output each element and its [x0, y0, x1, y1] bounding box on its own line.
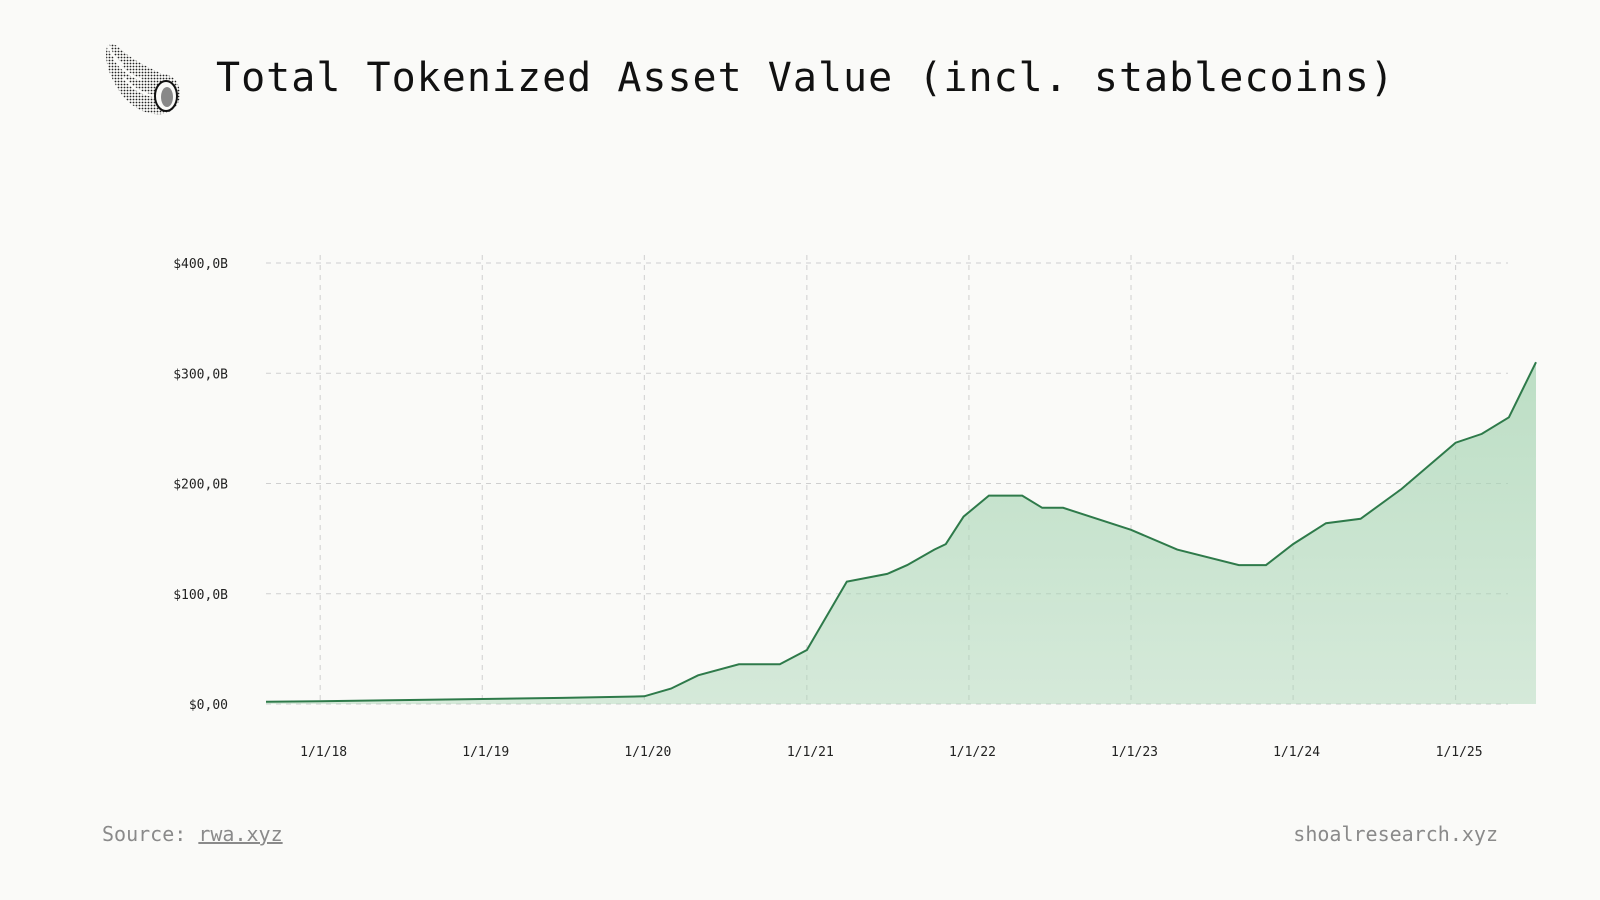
y-axis-labels: $400,0B $300,0B $200,0B $100,0B $0,00: [173, 257, 228, 713]
series-area: [266, 362, 1536, 704]
x-tick-label: 1/1/19: [462, 745, 509, 760]
x-tick-label: 1/1/21: [787, 745, 834, 760]
source-prefix: Source:: [102, 822, 187, 846]
source-note: Source: rwa.xyz: [102, 822, 283, 846]
x-tick-label: 1/1/20: [624, 745, 671, 760]
x-tick-label: 1/1/25: [1436, 745, 1483, 760]
x-axis-labels: 1/1/18 1/1/19 1/1/20 1/1/21 1/1/22 1/1/23 1/1/…: [300, 745, 1482, 760]
series-line: [265, 361, 1537, 703]
source-link[interactable]: rwa.xyz: [198, 822, 283, 846]
y-tick-label: $400,0B: [173, 257, 228, 272]
x-tick-label: 1/1/24: [1273, 745, 1320, 760]
seashell-icon: [106, 43, 180, 115]
header: Total Tokenized Asset Value (incl. stabl…: [102, 38, 1395, 118]
site-credit: shoalresearch.xyz: [1293, 822, 1498, 846]
x-tick-label: 1/1/23: [1111, 745, 1158, 760]
y-tick-label: $100,0B: [173, 588, 228, 603]
x-tick-label: 1/1/18: [300, 745, 347, 760]
y-tick-label: $0,00: [189, 698, 228, 713]
chart-title: Total Tokenized Asset Value (incl. stabl…: [216, 55, 1395, 101]
x-tick-label: 1/1/22: [949, 745, 996, 760]
y-tick-label: $200,0B: [173, 478, 228, 493]
y-tick-label: $300,0B: [173, 367, 228, 382]
